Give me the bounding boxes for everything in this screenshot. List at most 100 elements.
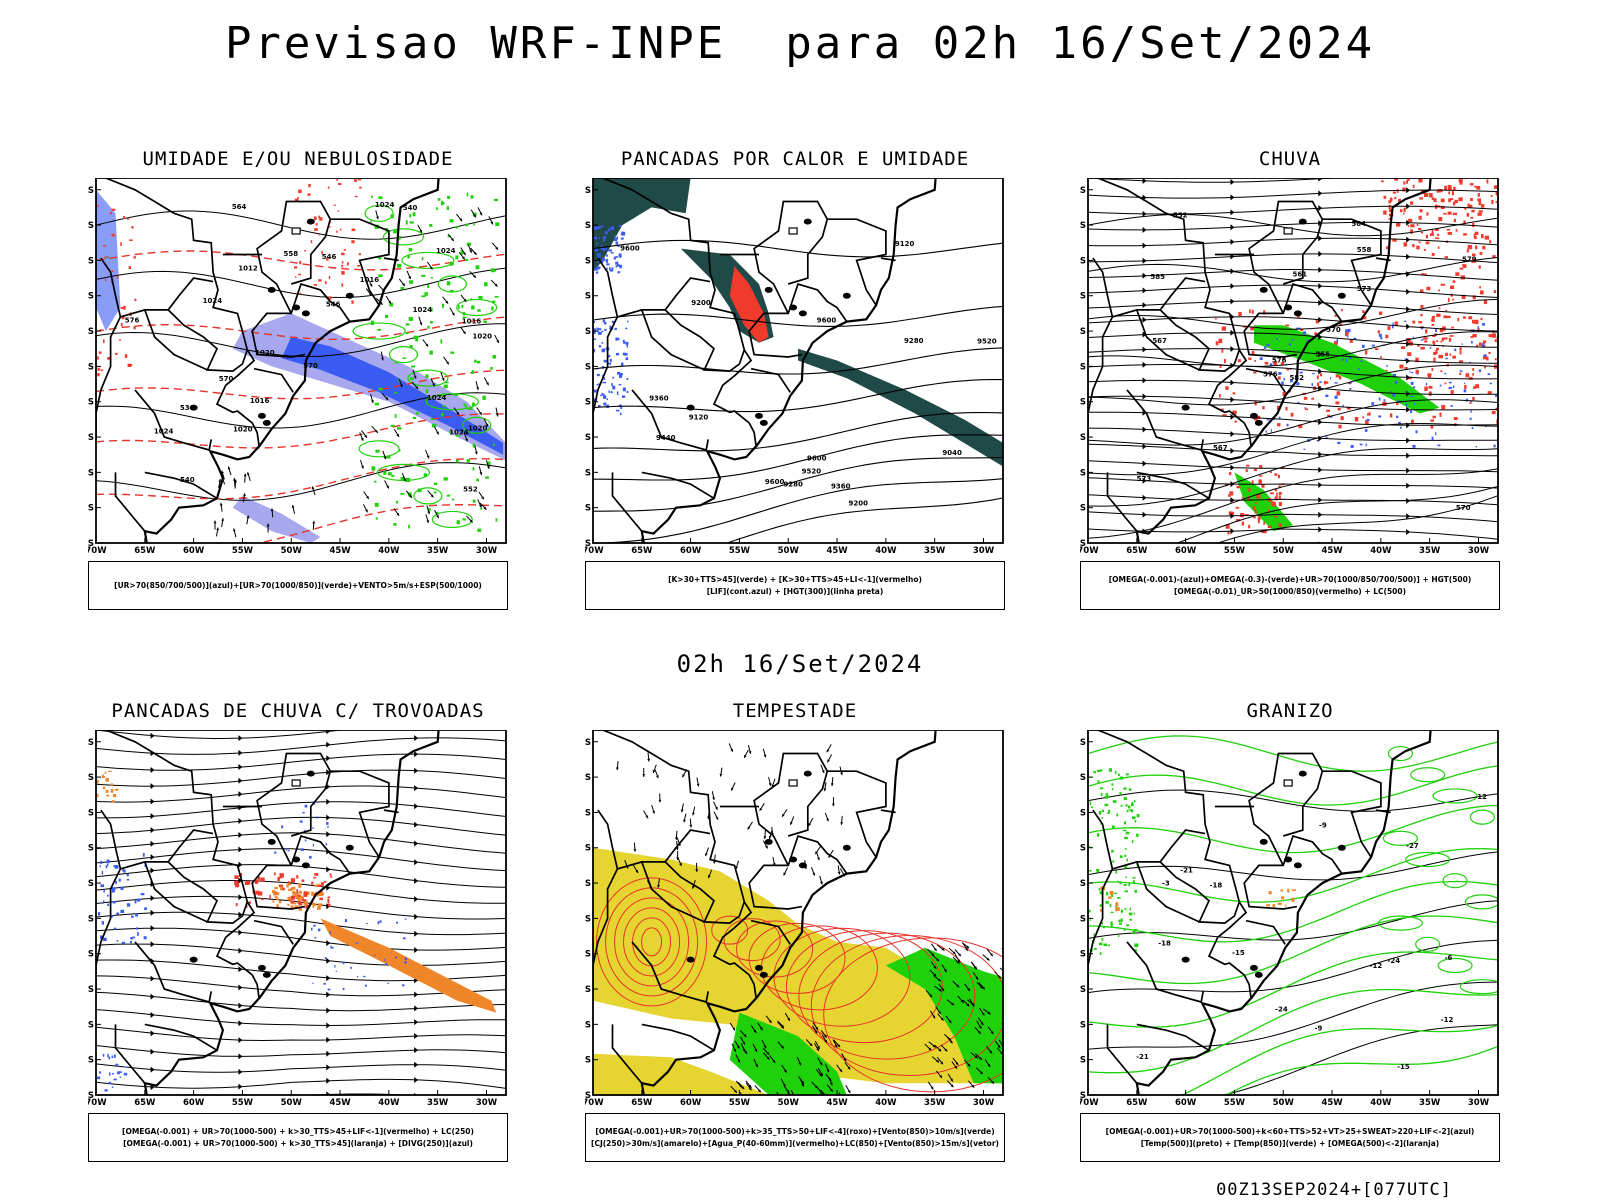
wind-vector-head: [419, 229, 423, 233]
wind-vector-head: [647, 758, 651, 762]
low-humidity-speck: [389, 302, 394, 307]
rain-red-speck: [1431, 318, 1435, 322]
rain-red-speck: [1470, 198, 1473, 202]
rain-red-speck: [1484, 365, 1487, 369]
lif-contour-speck: [602, 236, 607, 239]
lif-contour-speck: [609, 267, 611, 271]
low-humidity-speck: [400, 476, 406, 481]
wind-vector-head: [823, 788, 827, 792]
rain-red-speck: [1476, 185, 1481, 190]
wind-vector-head: [949, 1040, 953, 1044]
low-humidity-speck: [409, 214, 412, 218]
wind-vector-head: [801, 1083, 804, 1087]
wind-vector-head: [388, 300, 391, 304]
wind-vector-head: [456, 412, 460, 415]
thunder-orange-speck: [287, 883, 292, 886]
stream-arrow: [1406, 203, 1411, 210]
wind-vector-head: [436, 431, 439, 435]
omega-orange-speck: [1115, 907, 1118, 912]
wind-vector-head: [479, 504, 482, 508]
rain-blue-speck: [1266, 419, 1270, 421]
rain-red-speck: [1430, 424, 1434, 429]
wind-vector-head: [436, 515, 439, 519]
low-humidity-speck: [378, 196, 383, 200]
low-humidity-speck: [393, 523, 397, 526]
lif-contour-speck: [597, 259, 600, 263]
rain-red-speck: [1472, 222, 1475, 228]
country-border: [827, 770, 887, 858]
streamline: [1088, 528, 1498, 540]
temp-850-speck: [1128, 809, 1131, 811]
low-humidity-speck: [490, 268, 495, 273]
stream-arrow: [238, 966, 243, 973]
red-contour-speck: [298, 273, 302, 276]
lif-contour-speck: [593, 338, 596, 341]
lon-label: 50W: [281, 546, 303, 553]
wind-vector-head: [958, 953, 961, 957]
lake-marker: [1181, 404, 1190, 411]
country-border: [208, 991, 213, 1003]
rain-blue-speck: [1450, 405, 1453, 407]
contour-label: 1024: [436, 247, 456, 255]
wind-vector-head: [473, 251, 477, 255]
lon-label: 35W: [1419, 546, 1441, 553]
page-title: Previsao WRF-INPE para 02h 16/Set/2024: [224, 18, 1376, 69]
thunder-orange-speck: [314, 884, 318, 887]
red-contour-speck: [100, 329, 103, 332]
divergence-speck: [119, 1076, 121, 1079]
lon-label: 70W: [88, 546, 107, 553]
stream-arrow: [1406, 390, 1411, 397]
lat-label: 12S: [585, 186, 591, 196]
wind-vector-head: [930, 1086, 934, 1090]
lake-marker: [798, 310, 807, 317]
streamline: [1088, 221, 1498, 231]
rain-red-speck: [1419, 197, 1423, 200]
stream-arrow: [414, 1061, 419, 1068]
lake-marker: [754, 964, 763, 971]
low-humidity-contour: [407, 369, 449, 387]
lake-marker: [189, 956, 198, 963]
contour-label: 9600: [620, 245, 640, 253]
stream-arrow: [414, 735, 419, 742]
contour-label: 1024: [154, 427, 174, 435]
low-humidity-speck: [414, 335, 420, 338]
lif-contour-speck: [615, 261, 619, 265]
streamline-850: [641, 927, 663, 957]
contour-label: 9440: [656, 434, 676, 442]
temp-850-contour: [1088, 804, 1498, 854]
streamline: [96, 785, 506, 803]
wind-vector-head: [645, 815, 649, 819]
lat-label: 42S: [88, 1091, 94, 1101]
wind-vector-head: [683, 819, 686, 823]
stream-arrow: [1406, 219, 1411, 226]
wind-vector-head: [490, 221, 493, 225]
rain-red-speck: [1335, 374, 1340, 378]
rain-red-speck: [1267, 509, 1270, 513]
divergence-speck: [121, 941, 126, 944]
rain-red-speck: [1402, 187, 1406, 192]
lon-label: 70W: [1080, 1098, 1099, 1105]
thunder-orange-speck: [273, 892, 278, 896]
low-humidity-speck: [476, 478, 480, 482]
low-humidity-speck: [447, 235, 451, 238]
rain-red-speck: [1333, 341, 1338, 345]
wind-vector-head: [765, 845, 768, 849]
rain-red-speck: [1443, 337, 1448, 340]
stream-arrow: [1142, 210, 1147, 217]
lon-label: 65W: [134, 1098, 156, 1105]
divergence-speck: [103, 889, 105, 893]
lat-label: 18S: [585, 256, 591, 266]
map-basemap: [96, 730, 440, 1095]
divergence-speck: [104, 1089, 108, 1092]
low-humidity-speck: [397, 263, 402, 268]
divergence-speck: [105, 865, 108, 869]
country-border: [114, 472, 146, 532]
rain-blue-speck: [1405, 338, 1408, 341]
temp-850-speck: [1112, 788, 1114, 791]
streamline: [1088, 269, 1498, 281]
streamline: [96, 769, 506, 787]
legend-line: [OMEGA(-0.001)+UR>70(1000-500)+k>35_TTS>…: [595, 1126, 995, 1136]
temp-850-speck: [1129, 919, 1133, 921]
red-contour-speck: [294, 276, 297, 278]
low-humidity-speck: [465, 258, 469, 262]
